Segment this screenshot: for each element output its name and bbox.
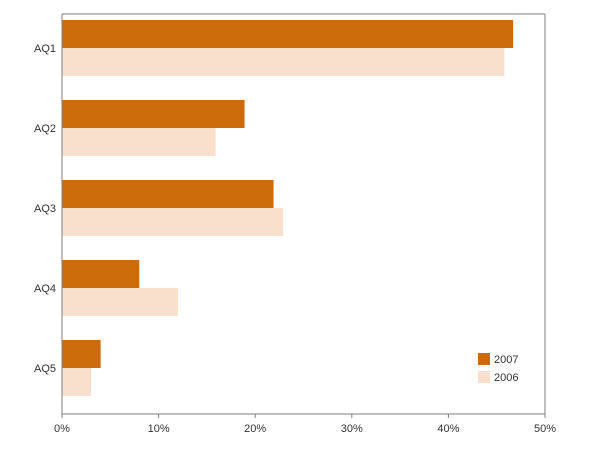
category-label: AQ5 [34, 363, 56, 375]
bar-2007-aq3 [62, 180, 274, 208]
x-tick-label: 20% [244, 423, 266, 435]
legend-swatch-2006 [478, 371, 490, 383]
category-label: AQ4 [34, 283, 56, 295]
legend-label-2006: 2006 [494, 372, 518, 384]
x-tick-label: 30% [341, 423, 363, 435]
bar-2006-aq3 [62, 208, 284, 236]
bar-2006-aq4 [62, 288, 178, 316]
legend-label-2007: 2007 [494, 354, 518, 366]
x-tick-label: 10% [148, 423, 170, 435]
category-label: AQ3 [34, 203, 56, 215]
category-label: AQ1 [34, 43, 56, 55]
category-label: AQ2 [34, 123, 56, 135]
bar-2007-aq4 [62, 260, 140, 288]
bar-2006-aq2 [62, 128, 216, 156]
bars-layer [62, 20, 514, 396]
x-tick-label: 40% [437, 423, 459, 435]
legend-swatch-2007 [478, 353, 490, 365]
bar-2007-aq1 [62, 20, 514, 48]
x-tick-label: 0% [54, 423, 70, 435]
bar-2007-aq2 [62, 100, 245, 128]
bar-2006-aq5 [62, 368, 91, 396]
labels-layer: AQ1 AQ2 AQ3 AQ4 AQ5 0% 10% 20% 30% 40% 50% [34, 43, 556, 435]
bar-2006-aq1 [62, 48, 505, 76]
legend: 2007 2006 [478, 353, 518, 384]
bar-2007-aq5 [62, 340, 101, 368]
x-tick-label: 50% [534, 423, 556, 435]
axes-layer [61, 13, 546, 418]
